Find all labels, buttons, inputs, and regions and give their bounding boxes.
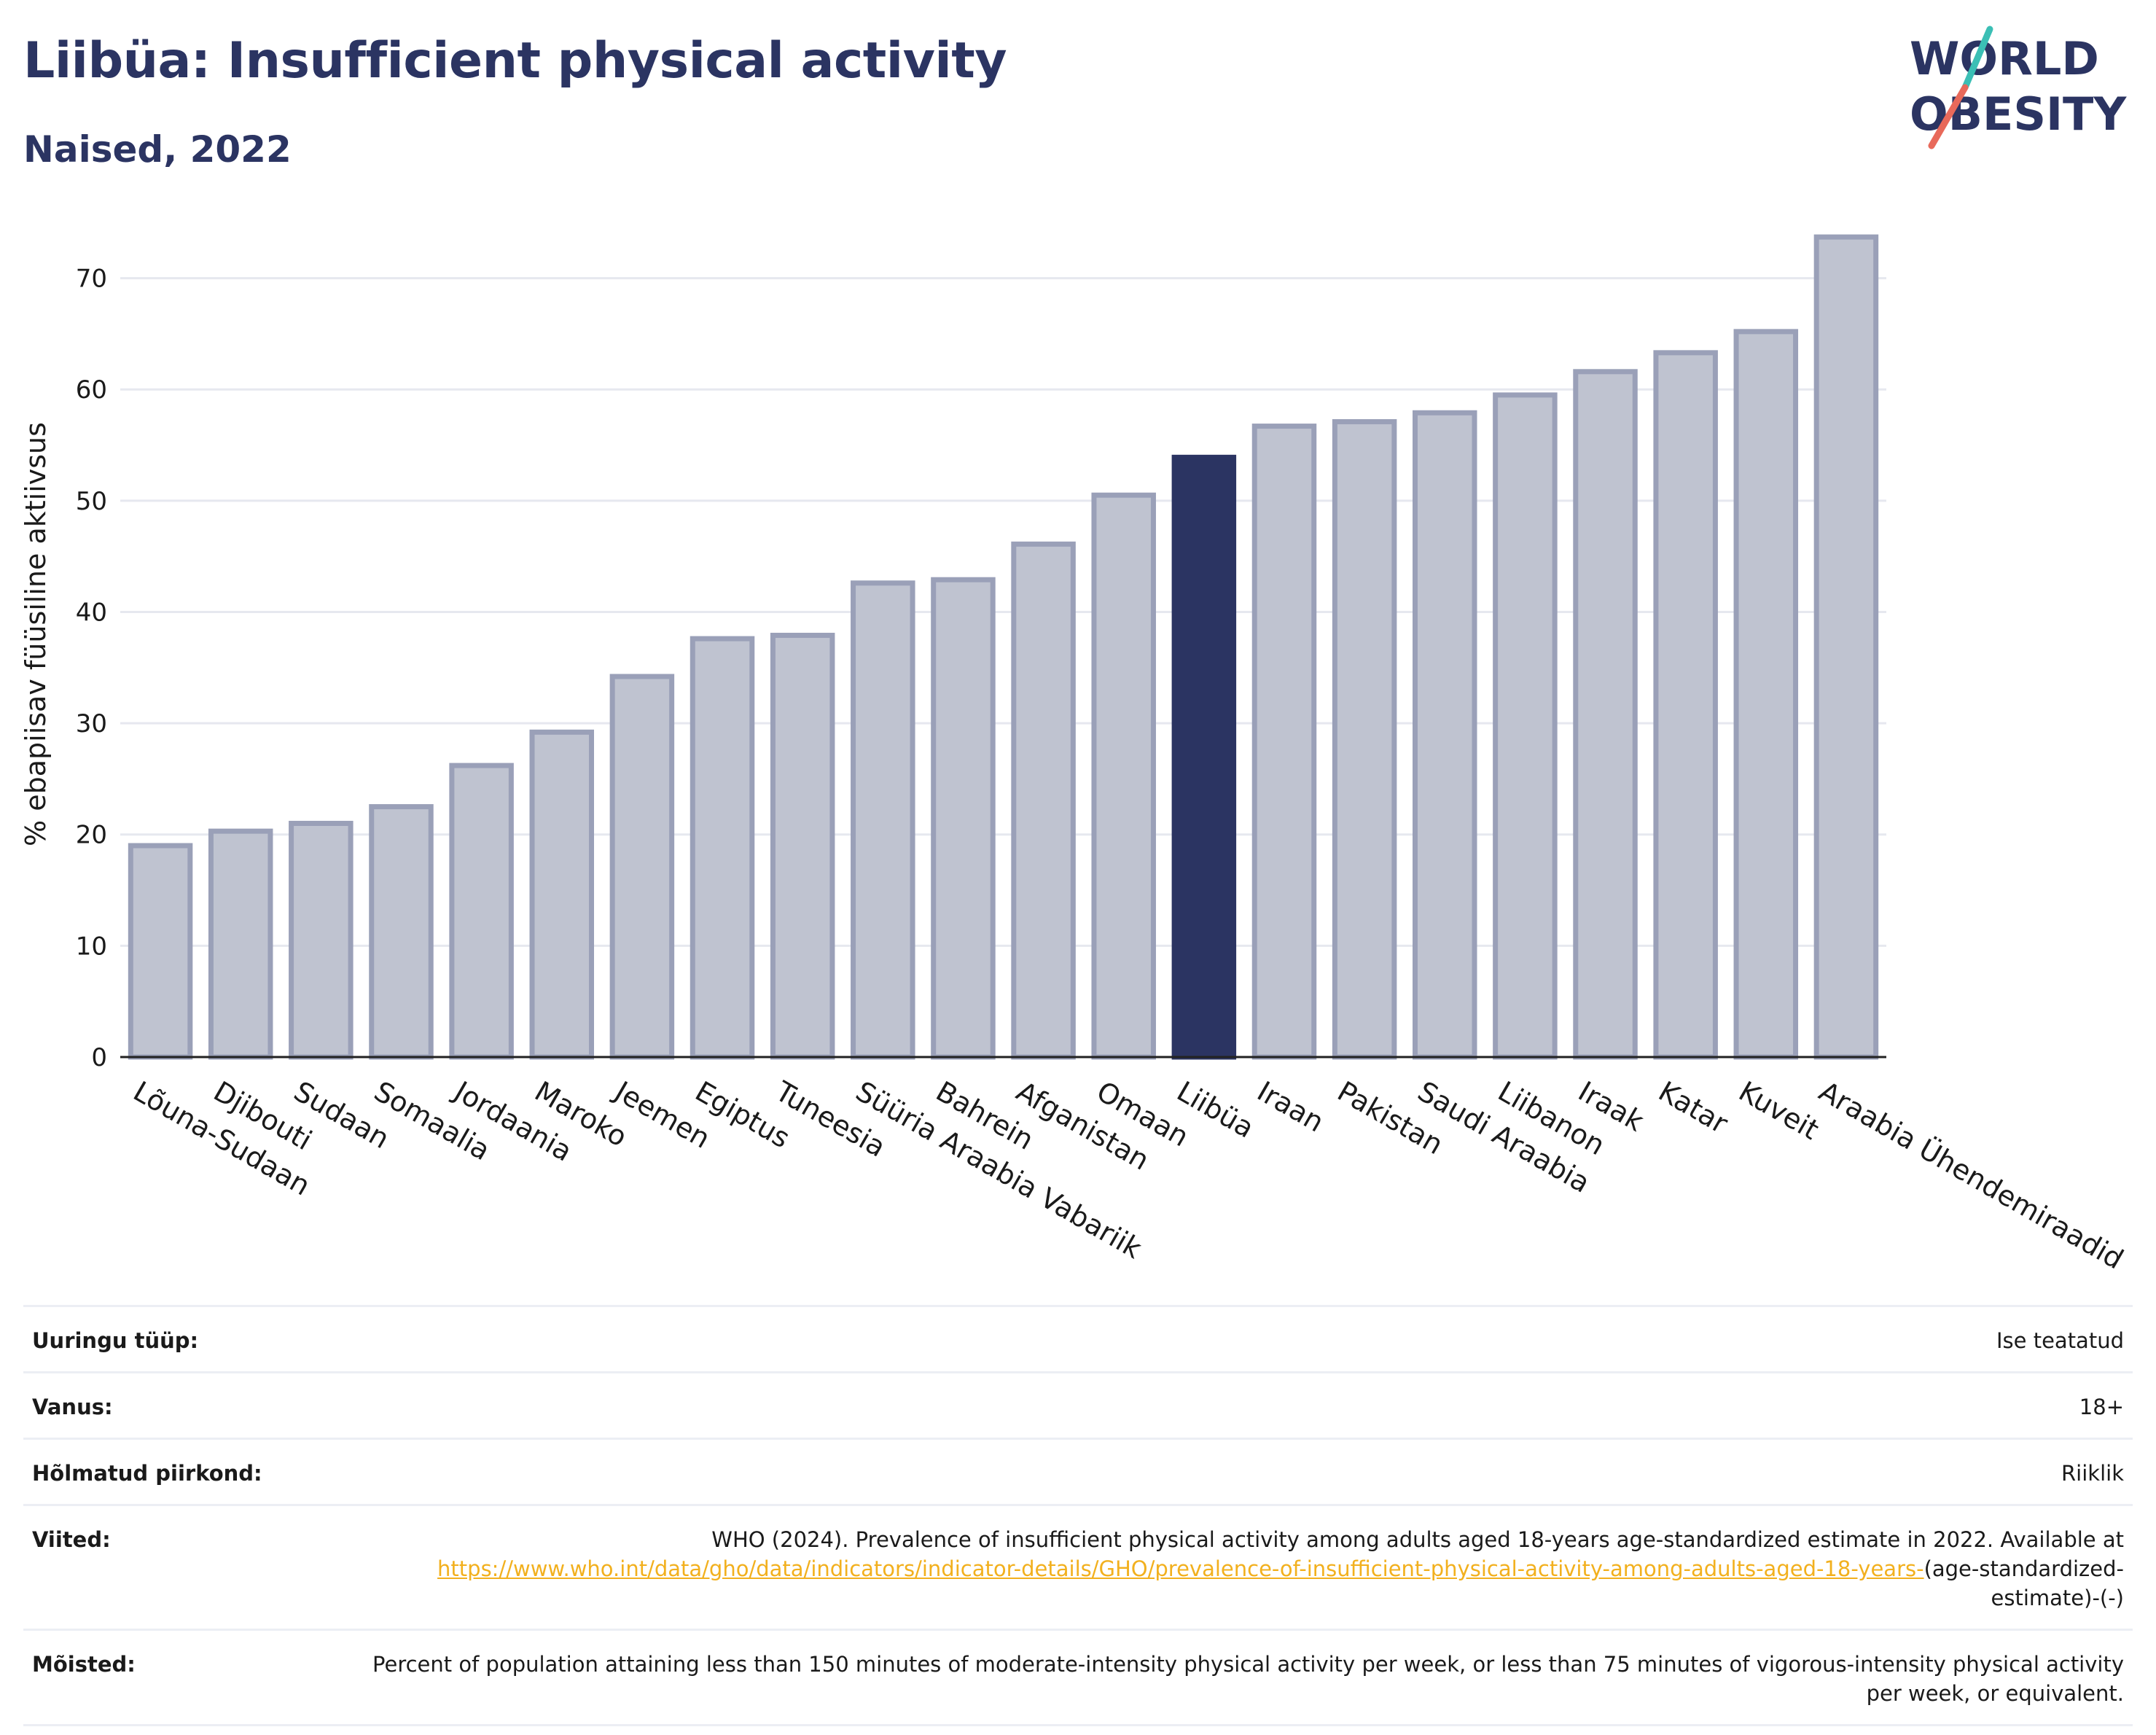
info-row-region: Hõlmatud piirkond: Riiklik [23, 1438, 2133, 1505]
logo-line2: OBESITY [1910, 87, 2127, 141]
bar [289, 820, 354, 1060]
x-tick-label: Kuveit [1733, 1075, 1824, 1146]
bar [1412, 410, 1477, 1060]
y-tick-label: 20 [76, 821, 107, 850]
survey-type-value: Ise teatatud [1996, 1328, 2124, 1353]
bar [369, 804, 434, 1060]
logo-line1: WORLD [1910, 32, 2099, 85]
info-row-references: Viited: WHO (2024). Prevalence of insuff… [23, 1505, 2133, 1630]
bar [1813, 234, 1879, 1060]
bar [851, 580, 915, 1060]
bar [931, 577, 996, 1060]
bars [128, 234, 1879, 1060]
references-text: WHO (2024). Prevalence of insufficient p… [711, 1527, 2124, 1552]
bar [128, 843, 193, 1060]
region-label: Hõlmatud piirkond: [32, 1461, 262, 1486]
bar [690, 636, 755, 1060]
age-value: 18+ [2079, 1395, 2124, 1419]
bar [449, 763, 514, 1060]
bar [1493, 392, 1558, 1060]
bar [208, 828, 273, 1060]
survey-type-label: Uuringu tüüp: [32, 1328, 199, 1353]
y-tick-label: 70 [76, 265, 107, 294]
bar [529, 729, 595, 1060]
x-tick-label: Iraan [1251, 1075, 1329, 1139]
y-tick-labels: 0 10 20 30 40 50 60 70 [76, 265, 107, 1072]
definitions-label: Mõisted: [32, 1652, 136, 1677]
y-tick-label: 10 [76, 932, 107, 961]
bar-chart: 0 10 20 30 40 50 60 70 Lõuna-SudaanDjiboutiSuda… [20, 234, 2129, 1276]
info-row-survey-type: Uuringu tüüp: Ise teatatud [23, 1306, 2133, 1373]
x-tick-label: Katar [1653, 1075, 1733, 1140]
bar [1733, 329, 1799, 1060]
y-tick-label: 0 [91, 1043, 107, 1072]
y-tick-label: 60 [76, 375, 107, 405]
bar [1011, 541, 1076, 1060]
bar [1091, 492, 1156, 1060]
y-tick-label: 40 [76, 598, 107, 627]
y-tick-label: 50 [76, 487, 107, 516]
age-label: Vanus: [32, 1395, 113, 1419]
x-tick-label: Araabia Ühendemiraadid [1813, 1075, 2128, 1276]
y-tick-label: 30 [76, 709, 107, 738]
references-label: Viited: [32, 1527, 111, 1552]
bar [1332, 418, 1397, 1060]
world-obesity-logo: WORLD OBESITY [1910, 26, 2127, 149]
y-axis-label: % ebapiisav füüsiline aktiivsus [20, 422, 52, 846]
definitions-value: Percent of population attaining less tha… [372, 1652, 2124, 1706]
chart-subtitle: Naised, 2022 [23, 128, 292, 171]
bar [1653, 350, 1718, 1060]
chart-title: Liibüa: Insufficient physical activity [23, 32, 1007, 90]
references-tail: (age-standardized-estimate)-(-) [1923, 1556, 2124, 1610]
bar [770, 633, 835, 1060]
bar [1573, 369, 1638, 1060]
references-value: WHO (2024). Prevalence of insufficient p… [347, 1505, 2133, 1630]
logo-slash-red [1928, 84, 1969, 149]
logo-slash-teal [1961, 26, 1993, 91]
region-value: Riiklik [2061, 1461, 2124, 1486]
x-tick-labels: Lõuna-SudaanDjiboutiSudaanSomaaliaJordaa… [128, 1075, 2129, 1276]
info-row-age: Vanus: 18+ [23, 1372, 2133, 1439]
info-row-definitions: Mõisted: Percent of population attaining… [23, 1629, 2133, 1726]
info-table: Uuringu tüüp: Ise teatatud Vanus: 18+ Hõ… [23, 1305, 2133, 1726]
bar [609, 674, 675, 1060]
bar [1251, 424, 1317, 1060]
references-link[interactable]: https://www.who.int/data/gho/data/indica… [437, 1556, 1924, 1581]
bar [1171, 454, 1237, 1060]
